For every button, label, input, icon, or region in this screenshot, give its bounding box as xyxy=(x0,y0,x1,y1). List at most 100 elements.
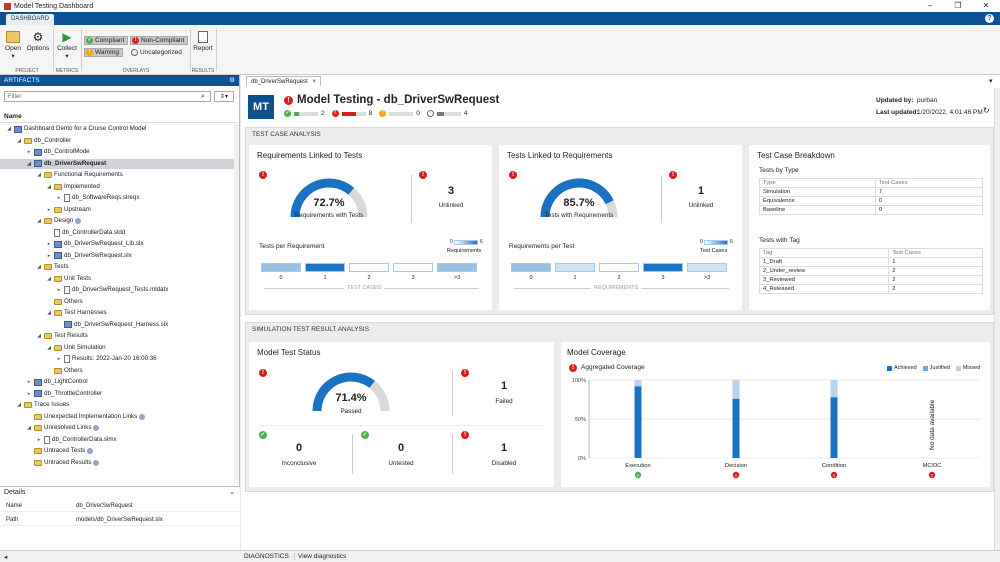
tree-item[interactable]: ◢ Unresolved Links xyxy=(26,423,100,433)
info-icon[interactable] xyxy=(93,425,100,431)
info-icon[interactable] xyxy=(87,448,94,454)
close-icon[interactable]: ✕ xyxy=(982,1,990,10)
expanded-arrow-icon[interactable]: ◢ xyxy=(37,264,41,270)
tree-item[interactable]: Untraced Tests xyxy=(26,446,94,456)
tab-options-icon[interactable]: ▾ xyxy=(989,78,993,85)
report-button[interactable]: Report xyxy=(193,31,213,52)
dist-bin[interactable] xyxy=(511,263,551,272)
collapse-icon[interactable]: ⌄ xyxy=(229,489,235,496)
gauge-percent[interactable]: 72.7% xyxy=(313,197,345,209)
table-row[interactable]: 1_Draft 1 xyxy=(758,257,983,267)
coverage-bar-missed[interactable] xyxy=(830,380,838,398)
tree-item[interactable]: ▸ db_SoftwareReqs.slreqx xyxy=(56,193,139,203)
table-row[interactable]: 3_Reviewed 2 xyxy=(758,275,983,285)
gauge-percent[interactable]: 85.7% xyxy=(563,197,595,209)
tree-item[interactable]: ◢ db_DriverSwRequest xyxy=(0,158,234,169)
tree-item[interactable]: ◢ Dashboard Demo for a Cruise Control Mod… xyxy=(6,124,146,134)
expanded-arrow-icon[interactable]: ◢ xyxy=(37,218,41,224)
inconclusive-count[interactable]: 0 xyxy=(295,442,303,454)
tree-item[interactable]: db_DriverSwRequest_Harness.slx xyxy=(56,320,168,330)
tree-item[interactable]: Unexpected Implementation Links xyxy=(26,412,146,422)
expanded-arrow-icon[interactable]: ◢ xyxy=(17,137,21,144)
untested-count[interactable]: 0 xyxy=(397,442,405,454)
coverage-bar-achieved[interactable] xyxy=(732,398,740,458)
tree-item[interactable]: ▸ Results: 2022-Jan-20 16:00:36 xyxy=(56,354,157,364)
gauge-percent[interactable]: 71.4% xyxy=(335,392,367,404)
collapsed-arrow-icon[interactable]: ▸ xyxy=(37,436,41,443)
info-icon[interactable] xyxy=(93,459,100,466)
collapsed-arrow-icon[interactable]: ▸ xyxy=(57,195,61,201)
tree-item[interactable]: Others xyxy=(46,297,83,307)
tree-item[interactable]: ▸ db_DriverSwRequest_Tests.mldatx xyxy=(56,285,168,295)
overlay-noncompliant-toggle[interactable]: ! Non-Compliant xyxy=(130,36,189,45)
dist-bin[interactable] xyxy=(643,263,683,272)
close-tab-icon[interactable]: × xyxy=(312,79,316,85)
open-button[interactable]: Open ▾ xyxy=(4,31,22,60)
tree-item[interactable]: ◢ Test Harnesses xyxy=(46,308,107,318)
tree-item[interactable]: ▸ Upstream xyxy=(46,205,91,215)
tree-item[interactable]: ◢ Unit Tests xyxy=(46,274,91,284)
collapsed-arrow-icon[interactable]: ▸ xyxy=(57,287,61,293)
expanded-arrow-icon[interactable]: ◢ xyxy=(47,275,51,282)
gear-icon[interactable]: ⚙ xyxy=(229,77,235,84)
expanded-arrow-icon[interactable]: ◢ xyxy=(47,183,51,190)
tree-item[interactable]: ▸ db_LightControl xyxy=(26,377,88,387)
filter-search-icon[interactable]: ⌕ xyxy=(201,93,205,100)
table-row[interactable]: Simulation 7 xyxy=(759,187,984,197)
dist-bin[interactable] xyxy=(437,263,477,272)
tree-item[interactable]: Others xyxy=(46,366,83,376)
collapsed-arrow-icon[interactable]: ▸ xyxy=(27,149,31,155)
collapsed-arrow-icon[interactable]: ▸ xyxy=(47,206,51,213)
refresh-icon[interactable]: ↻ xyxy=(983,106,990,115)
dist-bin[interactable] xyxy=(687,263,727,272)
tree-item[interactable]: ▸ db_DriverSwRequest.slx xyxy=(46,251,132,261)
dist-bin[interactable] xyxy=(393,263,433,272)
collapsed-arrow-icon[interactable]: ▸ xyxy=(47,252,51,259)
dashboard-scrollbar[interactable] xyxy=(994,88,1000,550)
expanded-arrow-icon[interactable]: ◢ xyxy=(37,333,41,339)
expanded-arrow-icon[interactable]: ◢ xyxy=(7,126,11,132)
table-row[interactable]: Baseline 0 xyxy=(759,205,984,215)
filter-options-button[interactable]: ⇕▾ xyxy=(214,91,234,102)
tree-item[interactable]: ◢ Test Results xyxy=(36,331,88,341)
collapsed-arrow-icon[interactable]: ▸ xyxy=(47,241,51,247)
expanded-arrow-icon[interactable]: ◢ xyxy=(17,402,21,408)
tree-item[interactable]: ◢ Design xyxy=(36,216,82,226)
tree-item[interactable]: ▸ db_DriverSwRequest_Lib.slx xyxy=(46,239,143,249)
tree-item[interactable]: ◢ Tests xyxy=(36,262,68,272)
coverage-bar-achieved[interactable] xyxy=(634,386,642,458)
unlinked-count[interactable]: 3 xyxy=(447,185,455,197)
tree-item[interactable]: ◢ Unit Simulation xyxy=(46,343,106,353)
dist-bin[interactable] xyxy=(305,263,345,272)
coverage-bar-achieved[interactable] xyxy=(830,397,838,458)
tree-item[interactable]: ◢ Functional Requirements xyxy=(36,170,123,180)
collapsed-arrow-icon[interactable]: ▸ xyxy=(27,379,31,385)
document-tab[interactable]: db_DriverSwRequest × xyxy=(246,76,321,86)
dist-bin[interactable] xyxy=(349,263,389,272)
tree-item[interactable]: ▸ db_ControlMode xyxy=(26,147,90,157)
info-icon[interactable] xyxy=(75,218,82,224)
disabled-count[interactable]: 1 xyxy=(500,442,508,454)
coverage-bar-missed[interactable] xyxy=(634,380,642,387)
collect-button[interactable]: ▶ Collect ▾ xyxy=(57,30,77,60)
filter-input[interactable]: Filter xyxy=(4,91,211,102)
coverage-bar-missed[interactable] xyxy=(732,380,740,399)
minimize-icon[interactable]: – xyxy=(927,1,933,10)
tree-item[interactable]: db_ControllerData.sldd xyxy=(46,228,125,238)
failed-count[interactable]: 1 xyxy=(500,380,508,392)
options-button[interactable]: ⚙ Options xyxy=(26,30,50,52)
tree-item[interactable]: Untraced Results xyxy=(26,458,100,468)
table-row[interactable]: Equivalence 0 xyxy=(759,196,984,206)
view-diagnostics-link[interactable]: View diagnostics xyxy=(294,553,346,560)
dist-bin[interactable] xyxy=(599,263,639,272)
unlinked-count[interactable]: 1 xyxy=(697,185,705,197)
overlay-uncategorized-toggle[interactable]: Uncategorized xyxy=(130,48,185,57)
expanded-arrow-icon[interactable]: ◢ xyxy=(27,425,31,431)
tree-item[interactable]: ▸ db_ThrottleController xyxy=(26,389,102,399)
collapsed-arrow-icon[interactable]: ▸ xyxy=(57,356,61,362)
dist-bin[interactable] xyxy=(555,263,595,272)
table-row[interactable]: 2_Under_review 2 xyxy=(758,266,983,276)
expanded-arrow-icon[interactable]: ◢ xyxy=(47,344,51,351)
tree-item[interactable]: ▸ db_ControllerData.slmx xyxy=(36,435,117,445)
table-row[interactable]: 4_Released 2 xyxy=(758,284,983,294)
